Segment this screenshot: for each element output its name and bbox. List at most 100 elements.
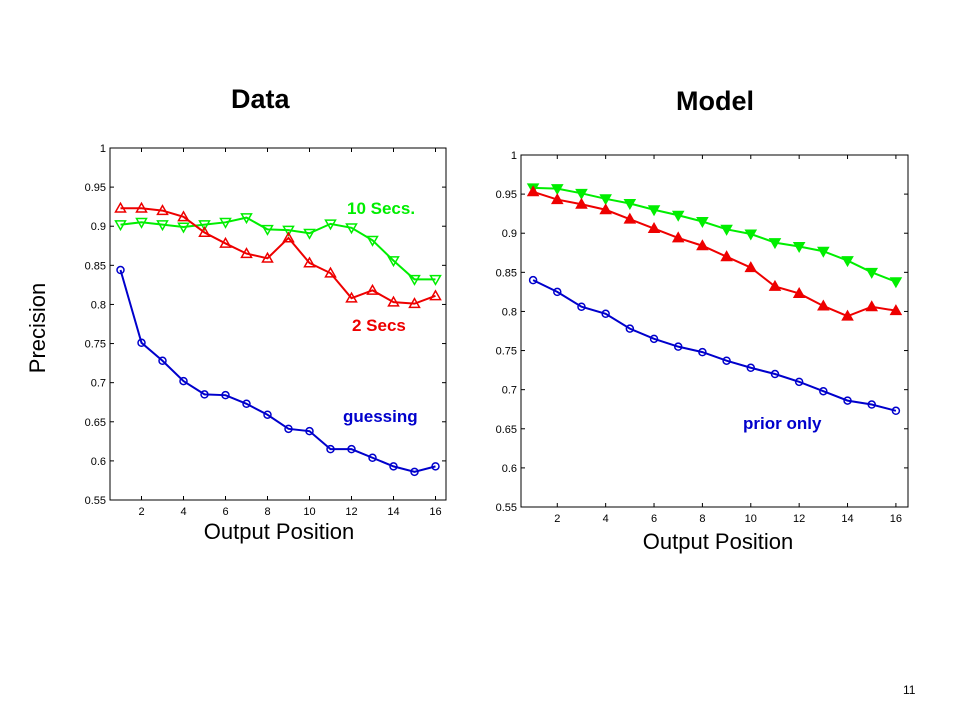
y-tick-label: 0.9 [502,228,517,240]
data-point [261,224,274,236]
data-point [366,283,379,295]
chart-data-panel: 2 4 6 8 10 12 14 16 0.55 0.6 0.65 0.7 0.75 0.8 0.85 0.9… [25,143,447,544]
data-point [305,426,314,436]
x-tick-label: 6 [651,513,657,525]
data-point [345,291,358,303]
x-tick-label: 6 [222,506,228,518]
data-point [671,210,685,222]
data-point [200,390,209,399]
data-point [366,235,379,247]
y-tick-label: 0.65 [496,424,517,436]
annotation-10-secs: 10 Secs. [347,199,415,218]
data-point [429,289,442,301]
series-line-0 [526,183,903,289]
data-point [671,231,685,243]
x-tick-label: 14 [387,506,399,518]
data-point [282,225,295,237]
data-point [550,184,564,196]
series-line [532,190,897,318]
x-tick-label: 12 [345,506,357,518]
series-line-1 [526,185,903,321]
data-point [817,299,830,311]
x-tick-label: 16 [890,513,902,525]
data-point [599,203,612,215]
data-point [324,219,337,231]
annotation-guessing: guessing [343,407,418,426]
series-2-secs [114,201,442,309]
y-tick-label: 0.95 [85,182,106,194]
data-point [577,302,586,312]
chart-title-model: Model [676,86,754,116]
series-prior-only [528,275,901,416]
data-point [368,453,377,463]
data-point [114,220,127,232]
data-point [794,377,804,387]
data-point [673,342,683,351]
y-tick-label: 0.7 [502,385,517,397]
data-point [408,274,421,286]
x-axis-title-model: Output Position [643,529,793,554]
data-point [720,250,733,262]
data-point [116,265,125,275]
data-point [770,369,780,379]
data-point [720,224,733,236]
data-point [649,334,659,344]
data-point [817,246,830,258]
data-point [792,242,806,254]
data-point [135,201,148,213]
y-tick-label: 0.55 [85,495,106,507]
data-point [219,236,232,248]
x-tick-label: 2 [138,506,144,518]
data-point [137,338,146,348]
x-axis-title-data: Output Position [204,519,354,544]
series-line [119,269,436,473]
data-point [865,267,879,279]
data-point [698,347,707,357]
y-tick-label: 0.75 [85,339,106,351]
y-tick-label: 0.8 [91,299,106,311]
data-point [696,216,709,229]
data-point [696,239,709,251]
y-tick-label: 0.9 [91,221,106,233]
data-point [177,222,190,234]
data-point [792,286,806,298]
y-axis-title-data: Precision [25,283,50,373]
series-line [533,186,897,283]
data-point [647,222,661,234]
data-point [744,229,758,241]
y-tick-label: 0.85 [85,260,106,272]
data-point [303,256,316,268]
data-point [389,462,398,471]
data-point [575,188,588,200]
data-point [114,201,127,213]
data-point [528,275,538,285]
data-point [841,309,854,321]
data-point [219,217,232,229]
data-point [261,251,274,263]
data-point [345,223,358,235]
data-point [240,213,253,225]
data-point [429,274,442,286]
y-tick-label: 0.55 [496,502,517,514]
data-point [347,444,356,454]
data-point [768,279,782,291]
data-point [843,396,852,405]
data-point [242,399,251,409]
data-point [158,356,167,366]
data-point [623,198,637,211]
y-tick-label: 0.8 [502,306,517,318]
y-tick-label: 0.6 [91,456,106,468]
y-tick-label: 0.95 [496,189,517,201]
x-tick-label: 4 [180,506,186,518]
x-tick-label: 8 [699,513,705,525]
data-point [177,210,190,222]
data-point [431,462,440,471]
page-number: 11 [903,683,916,697]
data-point [156,220,169,232]
data-point [867,400,876,409]
data-point [625,324,635,333]
data-point [623,212,637,224]
data-point [387,256,400,268]
axes-frame [109,147,447,501]
x-tick-label: 16 [429,506,441,518]
